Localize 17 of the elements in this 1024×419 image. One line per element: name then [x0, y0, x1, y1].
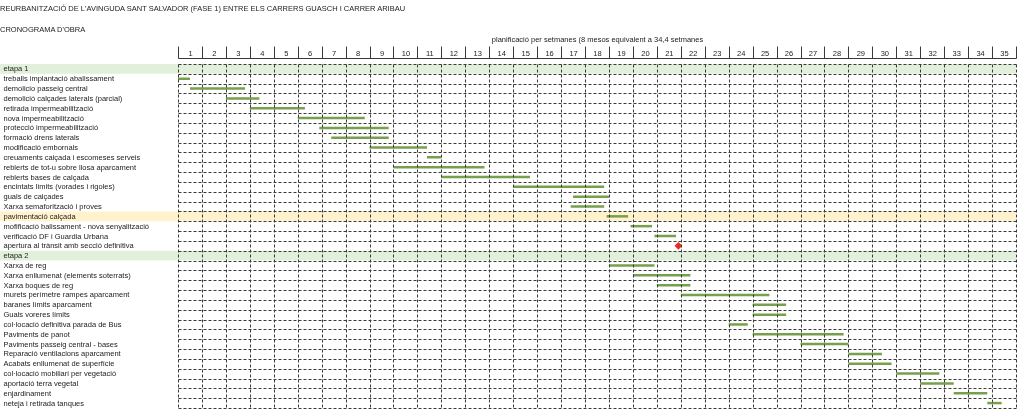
bar: [896, 372, 940, 375]
bar: [606, 215, 629, 218]
bar: [570, 205, 605, 208]
bar: [728, 323, 748, 326]
bar: [632, 274, 691, 277]
bar: [178, 77, 190, 80]
bar: [953, 392, 988, 395]
bar: [752, 313, 787, 316]
bar: [573, 195, 609, 198]
bar: [189, 87, 246, 90]
bar: [225, 97, 260, 100]
bar: [752, 333, 844, 336]
bar: [369, 146, 428, 149]
bar: [920, 382, 954, 385]
bar: [427, 156, 442, 159]
bar: [331, 136, 389, 139]
bar: [608, 264, 655, 267]
